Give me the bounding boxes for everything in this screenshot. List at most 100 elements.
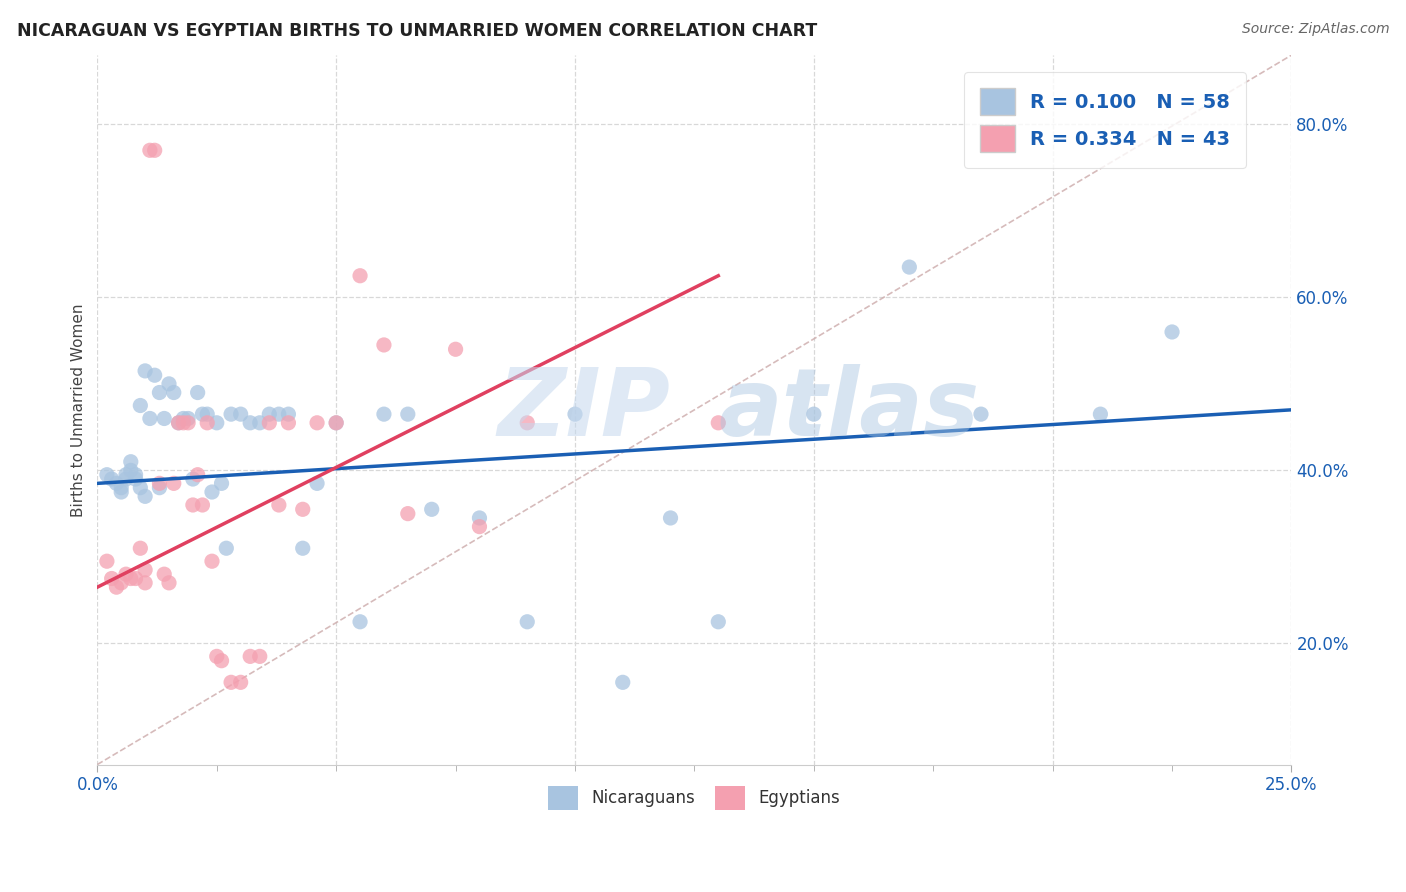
Point [1090, 407, 1112, 421]
Point [211, 476, 233, 491]
Point [659, 511, 682, 525]
Point [129, 399, 152, 413]
Point [105, 580, 128, 594]
Point [134, 364, 156, 378]
Point [139, 143, 162, 157]
Point [195, 407, 218, 421]
Point [277, 407, 299, 421]
Point [110, 485, 132, 500]
Point [291, 541, 314, 556]
Text: NICARAGUAN VS EGYPTIAN BIRTHS TO UNMARRIED WOMEN CORRELATION CHART: NICARAGUAN VS EGYPTIAN BIRTHS TO UNMARRI… [17, 22, 817, 40]
Point [124, 467, 146, 482]
Point [898, 260, 921, 274]
Point [167, 416, 190, 430]
Point [349, 268, 371, 283]
Point [143, 368, 166, 383]
Point [229, 675, 252, 690]
Point [153, 411, 176, 425]
Point [205, 649, 228, 664]
Point [325, 416, 347, 430]
Legend: Nicaraguans, Egyptians: Nicaraguans, Egyptians [541, 780, 848, 816]
Point [444, 343, 467, 357]
Point [277, 416, 299, 430]
Point [105, 476, 128, 491]
Point [153, 567, 176, 582]
Point [803, 407, 825, 421]
Point [259, 416, 281, 430]
Point [191, 498, 214, 512]
Point [249, 416, 271, 430]
Point [195, 416, 218, 430]
Point [134, 575, 156, 590]
Point [120, 455, 142, 469]
Point [115, 467, 138, 482]
Point [139, 411, 162, 425]
Point [177, 416, 200, 430]
Point [291, 502, 314, 516]
Point [187, 385, 209, 400]
Text: Source: ZipAtlas.com: Source: ZipAtlas.com [1241, 22, 1389, 37]
Point [325, 416, 347, 430]
Point [110, 481, 132, 495]
Point [191, 407, 214, 421]
Point [1161, 325, 1184, 339]
Point [163, 385, 186, 400]
Point [172, 411, 194, 425]
Point [239, 649, 262, 664]
Point [468, 511, 491, 525]
Point [707, 615, 730, 629]
Point [267, 498, 290, 512]
Point [612, 675, 634, 690]
Point [157, 575, 180, 590]
Point [267, 407, 290, 421]
Point [115, 472, 138, 486]
Point [229, 407, 252, 421]
Point [177, 411, 200, 425]
Point [373, 338, 395, 352]
Point [307, 476, 329, 491]
Point [468, 519, 491, 533]
Point [120, 463, 142, 477]
Point [124, 472, 146, 486]
Point [110, 575, 132, 590]
Point [167, 416, 190, 430]
Point [96, 554, 118, 568]
Point [148, 385, 170, 400]
Point [215, 541, 238, 556]
Text: atlas: atlas [718, 364, 980, 456]
Point [201, 554, 224, 568]
Point [249, 649, 271, 664]
Point [148, 476, 170, 491]
Point [157, 376, 180, 391]
Point [181, 472, 204, 486]
Point [516, 615, 538, 629]
Point [707, 416, 730, 430]
Point [134, 489, 156, 503]
Point [96, 467, 118, 482]
Point [148, 481, 170, 495]
Point [181, 498, 204, 512]
Point [120, 572, 142, 586]
Point [124, 572, 146, 586]
Point [219, 407, 242, 421]
Point [172, 416, 194, 430]
Point [349, 615, 371, 629]
Point [307, 416, 329, 430]
Point [259, 407, 281, 421]
Point [239, 416, 262, 430]
Point [564, 407, 586, 421]
Y-axis label: Births to Unmarried Women: Births to Unmarried Women [72, 303, 86, 516]
Point [219, 675, 242, 690]
Point [163, 476, 186, 491]
Text: ZIP: ZIP [498, 364, 671, 456]
Point [115, 567, 138, 582]
Point [129, 541, 152, 556]
Point [373, 407, 395, 421]
Point [187, 467, 209, 482]
Point [201, 485, 224, 500]
Point [396, 507, 419, 521]
Point [100, 472, 122, 486]
Point [420, 502, 443, 516]
Point [134, 563, 156, 577]
Point [129, 481, 152, 495]
